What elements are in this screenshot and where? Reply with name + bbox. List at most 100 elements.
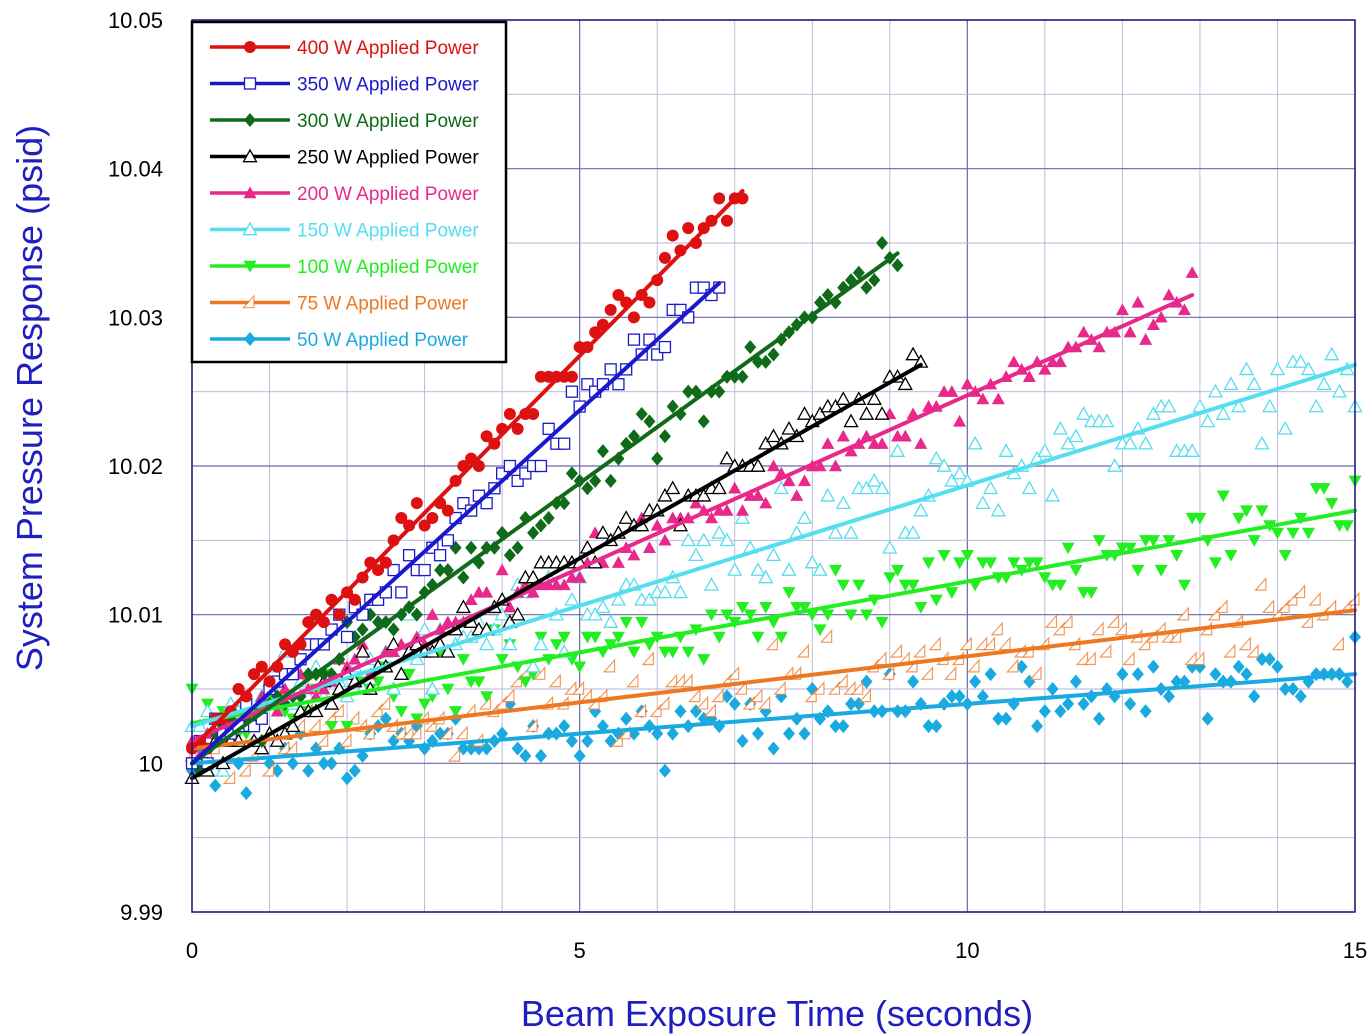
legend-marker	[244, 113, 256, 127]
data-point	[557, 578, 571, 591]
data-point	[953, 414, 967, 427]
x-tick-label: 15	[1343, 938, 1367, 963]
data-point	[1139, 704, 1152, 719]
data-point	[936, 458, 952, 472]
data-point	[340, 630, 354, 644]
data-point	[604, 303, 617, 316]
data-point	[1300, 361, 1317, 376]
data-point	[650, 518, 664, 531]
data-point	[635, 616, 649, 629]
data-point	[457, 497, 470, 510]
data-point	[393, 725, 406, 740]
data-point	[765, 636, 779, 651]
data-point	[418, 563, 431, 577]
fit-line	[190, 508, 1357, 726]
data-point	[713, 384, 726, 399]
data-point	[354, 643, 371, 658]
data-point	[674, 704, 687, 719]
data-point	[573, 661, 587, 674]
data-point	[914, 437, 928, 449]
data-point	[494, 606, 510, 621]
data-point	[464, 593, 478, 605]
data-point	[990, 502, 1006, 517]
data-point	[1324, 346, 1340, 361]
data-point	[1162, 689, 1175, 704]
data-point	[1254, 435, 1270, 450]
data-point	[998, 636, 1011, 651]
data-point	[527, 525, 540, 540]
data-point	[581, 378, 594, 391]
data-point	[534, 459, 548, 473]
data-point	[767, 459, 780, 472]
data-point	[680, 532, 696, 547]
data-point	[610, 591, 627, 606]
data-point	[720, 504, 734, 516]
data-point	[829, 719, 842, 734]
legend: 400 W Applied Power 350 W Applied Power 30…	[190, 20, 508, 364]
data-point	[657, 584, 673, 599]
data-point	[773, 680, 786, 695]
data-point	[696, 487, 712, 502]
data-point	[820, 487, 836, 502]
data-point	[1083, 651, 1096, 666]
data-point	[882, 539, 898, 554]
y-axis-title: System Pressure Response (psid)	[9, 125, 50, 671]
data-point	[261, 762, 275, 777]
data-point	[1007, 355, 1021, 368]
data-point	[703, 703, 716, 718]
data-point	[758, 435, 774, 450]
data-point	[1015, 659, 1028, 674]
data-point	[821, 609, 835, 622]
data-point	[1116, 667, 1129, 682]
data-point	[845, 696, 858, 711]
data-point	[658, 429, 671, 444]
data-point	[720, 689, 733, 704]
data-point	[969, 674, 982, 689]
data-point	[317, 682, 331, 695]
data-point	[1161, 628, 1174, 643]
data-point	[526, 585, 540, 598]
data-point	[781, 562, 797, 576]
data-point	[782, 474, 796, 487]
data-point	[712, 631, 726, 644]
data-point	[1208, 557, 1222, 570]
data-point	[339, 732, 352, 747]
data-point	[317, 756, 330, 771]
data-point	[835, 495, 851, 510]
data-point	[891, 258, 904, 273]
data-point	[1232, 659, 1245, 674]
data-point	[1277, 599, 1290, 614]
data-point	[533, 666, 546, 680]
data-point	[804, 688, 817, 703]
data-point	[736, 369, 749, 384]
data-point	[441, 504, 454, 517]
data-point	[704, 609, 718, 622]
data-point	[1131, 667, 1144, 682]
data-point	[581, 481, 594, 496]
data-point	[1107, 458, 1123, 472]
data-point	[255, 660, 268, 673]
data-point	[658, 533, 672, 546]
legend-marker	[243, 77, 257, 90]
data-point	[945, 689, 958, 704]
data-point	[604, 473, 617, 488]
data-point	[409, 725, 422, 740]
data-point	[479, 636, 495, 651]
data-point	[658, 251, 671, 264]
data-point	[728, 481, 742, 494]
data-point	[990, 621, 1003, 636]
data-point	[1091, 621, 1104, 636]
data-point	[1201, 711, 1214, 726]
data-point	[379, 711, 392, 726]
data-point	[1022, 370, 1036, 382]
data-point	[643, 414, 656, 429]
data-point	[356, 637, 370, 650]
data-point	[914, 602, 928, 614]
data-point	[1240, 667, 1253, 682]
data-point	[1139, 333, 1153, 345]
data-point	[782, 587, 796, 599]
data-point	[736, 734, 749, 749]
data-point	[697, 281, 710, 294]
data-point	[1075, 651, 1089, 666]
